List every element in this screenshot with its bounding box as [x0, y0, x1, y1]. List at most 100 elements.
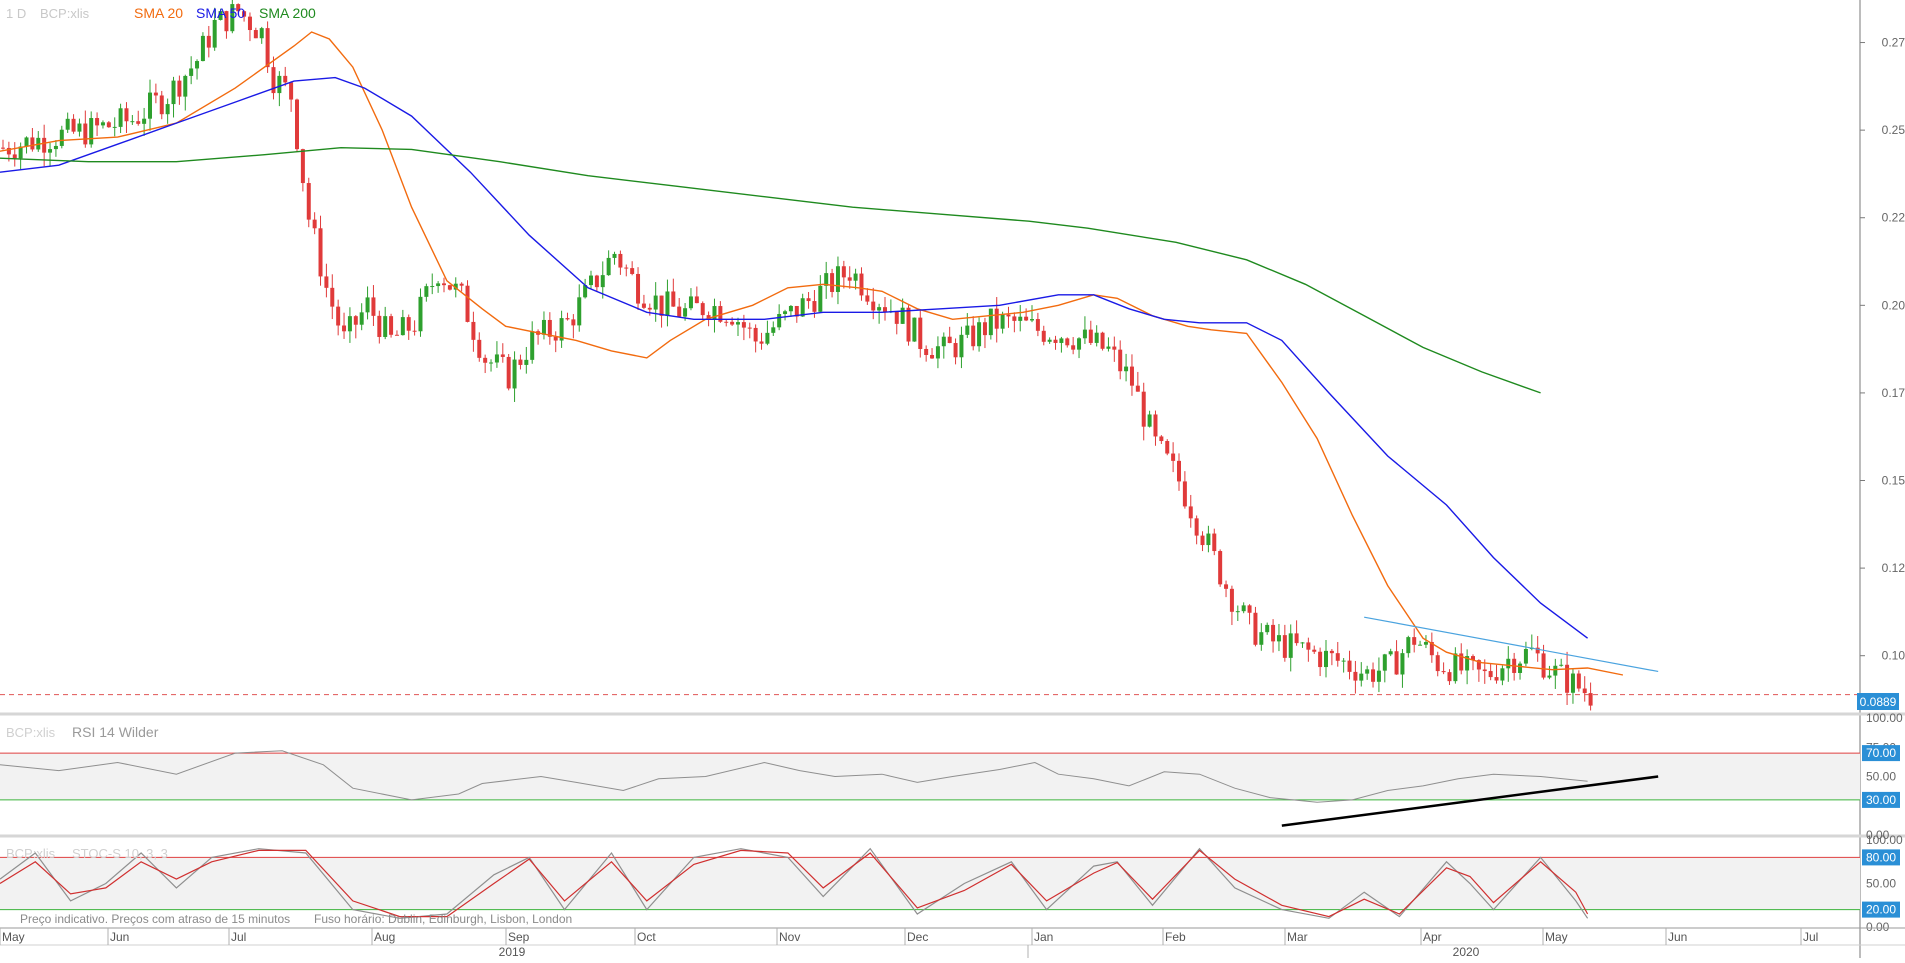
price-trendline[interactable]	[1364, 616, 1659, 673]
month-label: Apr	[1423, 930, 1442, 944]
candle-body	[935, 346, 940, 359]
candle-body	[612, 253, 617, 258]
candle-body	[1253, 612, 1258, 645]
candle-body	[465, 285, 470, 322]
sma200-legend[interactable]: SMA 200	[259, 5, 316, 21]
candle-body	[806, 298, 811, 302]
candle-body	[259, 28, 264, 39]
candle-body	[1035, 319, 1040, 331]
sma20-line	[0, 31, 1624, 676]
candle-body	[430, 286, 435, 288]
candle-body	[1, 147, 5, 149]
candle-body	[1329, 650, 1334, 654]
candle-body	[1570, 673, 1575, 693]
candle-body	[242, 11, 247, 17]
candle-body	[1218, 551, 1223, 585]
candle-body	[841, 266, 846, 278]
candle-body	[118, 108, 123, 127]
candle-body	[1371, 669, 1376, 682]
candle-body	[359, 312, 364, 325]
candle-body	[306, 183, 311, 220]
candle-body	[206, 35, 211, 48]
candle-body	[1082, 329, 1087, 339]
candle-body	[1135, 385, 1140, 392]
candle-body	[965, 325, 970, 335]
candle-body	[1300, 642, 1305, 644]
candle-body	[330, 287, 335, 307]
candle-body	[1541, 653, 1546, 678]
candle-body	[500, 354, 505, 357]
candle-body	[130, 121, 135, 123]
candle-body	[1476, 660, 1481, 670]
candle-body	[589, 275, 593, 286]
candle-body	[1094, 332, 1099, 343]
candle-body	[1559, 664, 1564, 666]
candle-body	[524, 359, 529, 365]
candle-body	[1147, 414, 1152, 427]
candle-body	[1335, 653, 1340, 661]
stoch-level-badge	[1862, 901, 1900, 918]
candle-body	[800, 298, 805, 317]
candle-body	[177, 80, 182, 97]
candle-body	[930, 354, 935, 359]
sma50-legend[interactable]: SMA 50	[196, 5, 245, 21]
candle-body	[1324, 650, 1328, 668]
candle-body	[1394, 651, 1399, 675]
rsi-tick-label: 0.00	[1866, 828, 1890, 842]
candle-body	[1171, 453, 1176, 461]
rsi-line	[0, 750, 1588, 803]
candle-body	[1582, 688, 1587, 694]
candle-body	[65, 118, 70, 130]
stoch-title: STOC-S 10, 3, 3	[72, 846, 168, 861]
rsi-trendline[interactable]	[1281, 775, 1659, 827]
sma20-legend[interactable]: SMA 20	[134, 5, 183, 21]
candle-body	[100, 122, 105, 126]
candle-body	[253, 30, 258, 39]
candle-body	[1200, 535, 1205, 546]
candle-body	[653, 295, 658, 310]
stoch-d-line	[0, 849, 1589, 918]
candle-body	[1271, 624, 1276, 642]
candle-body	[1523, 649, 1528, 664]
rsi-symbol-label: BCP:xlis	[6, 725, 56, 740]
candle-body	[859, 273, 864, 296]
candle-body	[489, 362, 494, 364]
candle-body	[300, 149, 305, 184]
candle-body	[718, 306, 723, 322]
candle-body	[406, 317, 411, 331]
candle-body	[1312, 649, 1317, 652]
stoch-level-badge	[1862, 849, 1900, 866]
candle-body	[48, 149, 53, 153]
stoch-level-label: 20.00	[1866, 903, 1896, 917]
candle-body	[847, 277, 852, 281]
candle-body	[436, 283, 441, 287]
candle-body	[247, 16, 252, 31]
candle-body	[1112, 346, 1117, 350]
candle-body	[712, 306, 717, 320]
candle-body	[1077, 338, 1082, 350]
candle-body	[865, 295, 870, 302]
candle-body	[683, 308, 688, 317]
price-tick-label: 0.1750	[1882, 386, 1905, 400]
candle-body	[618, 253, 623, 268]
candle-body	[812, 301, 817, 312]
candle-body	[924, 348, 929, 355]
price-tick-label: 0.2750	[1882, 36, 1905, 50]
candle-body	[724, 321, 729, 323]
candle-body	[1065, 338, 1070, 346]
candle-body	[1100, 332, 1105, 349]
candle-body	[112, 126, 117, 128]
candle-body	[1206, 533, 1211, 546]
candle-body	[959, 334, 964, 358]
candle-body	[1418, 644, 1423, 646]
candle-body	[1024, 316, 1029, 321]
candle-body	[195, 61, 200, 69]
candle-body	[394, 334, 399, 336]
candle-body	[688, 296, 693, 309]
month-label: May	[2, 930, 25, 944]
candle-body	[577, 297, 582, 326]
candle-body	[1276, 635, 1281, 642]
candle-body	[418, 296, 423, 332]
